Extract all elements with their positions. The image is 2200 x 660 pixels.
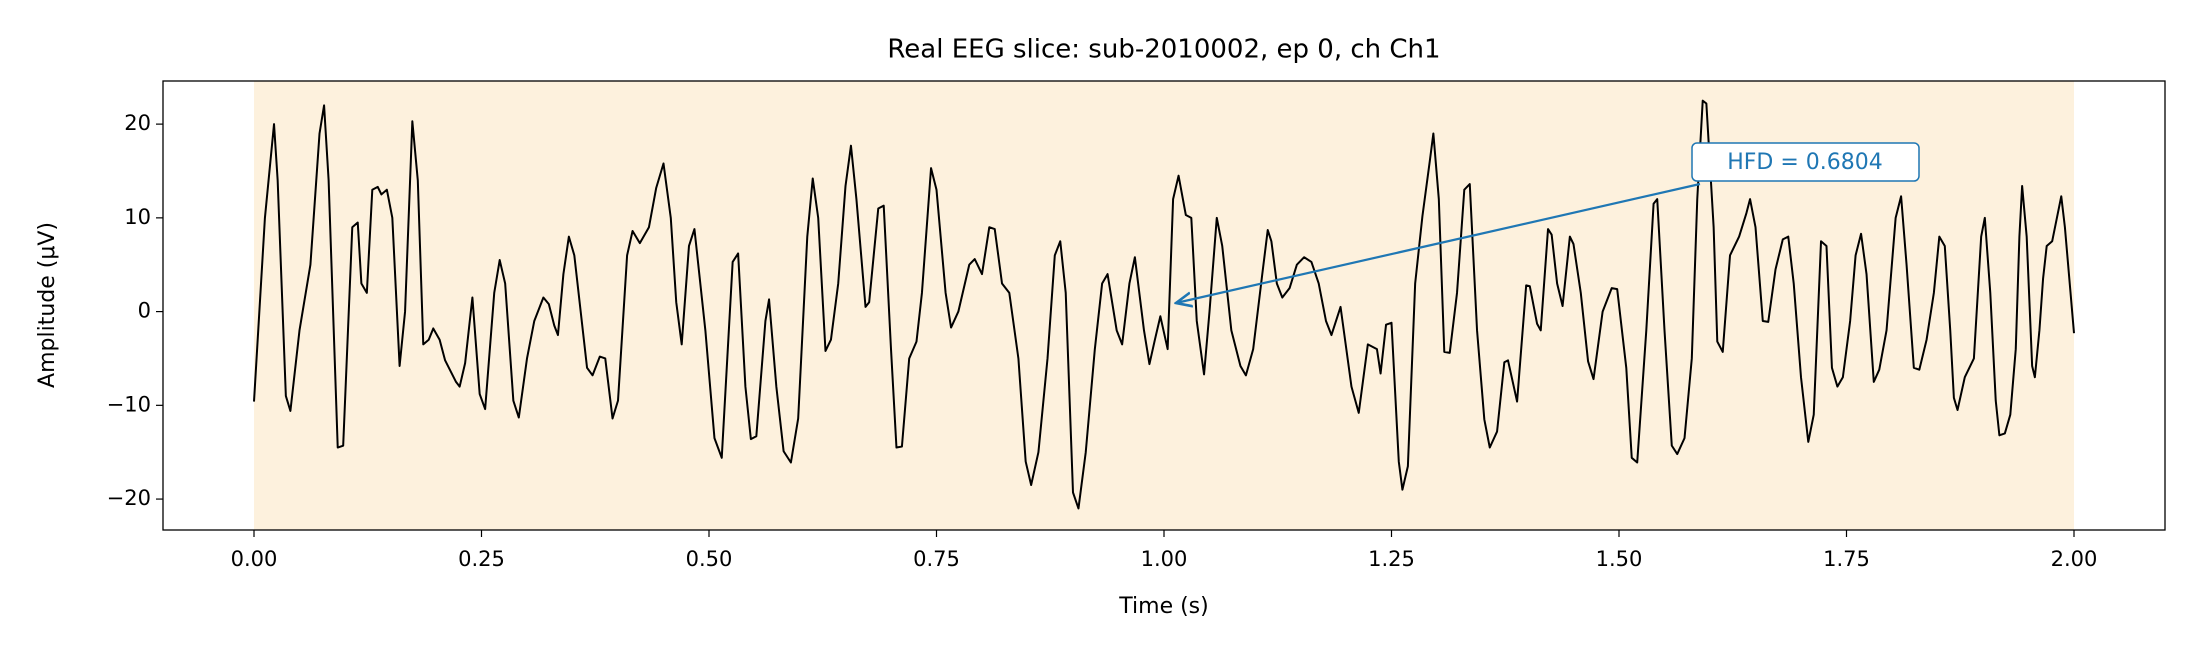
x-axis-label: Time (s) (1118, 594, 1208, 619)
eeg-line (253, 99, 2075, 510)
x-tick-label: 0.25 (458, 547, 505, 571)
y-tick-label: 20 (124, 111, 151, 135)
x-tick-label: 1.50 (1596, 547, 1643, 571)
y-tick-label: 0 (138, 299, 151, 323)
x-tick-label: 0.50 (686, 547, 733, 571)
chart-title: Real EEG slice: sub-2010002, ep 0, ch Ch… (887, 35, 1440, 65)
y-axis-label: Amplitude (μV) (35, 222, 60, 388)
x-tick-label: 2.00 (2051, 547, 2098, 571)
axes-frame (162, 80, 2166, 531)
x-tick-label: 0.00 (231, 547, 278, 571)
annotation-arrow (1176, 182, 1701, 303)
x-tick-label: 1.25 (1368, 547, 1415, 571)
x-tick-label: 1.75 (1823, 547, 1870, 571)
plot-area: HFD = 0.6804 (156, 80, 2166, 537)
y-tick-label: −10 (107, 392, 151, 416)
annotation-box (1691, 142, 1920, 182)
y-tick-label: −20 (107, 486, 151, 510)
y-tick-label: 10 (124, 205, 151, 229)
x-tick-label: 1.00 (1141, 547, 1188, 571)
x-tick-label: 0.75 (913, 547, 960, 571)
annotation-text: HFD = 0.6804 (1727, 150, 1883, 175)
